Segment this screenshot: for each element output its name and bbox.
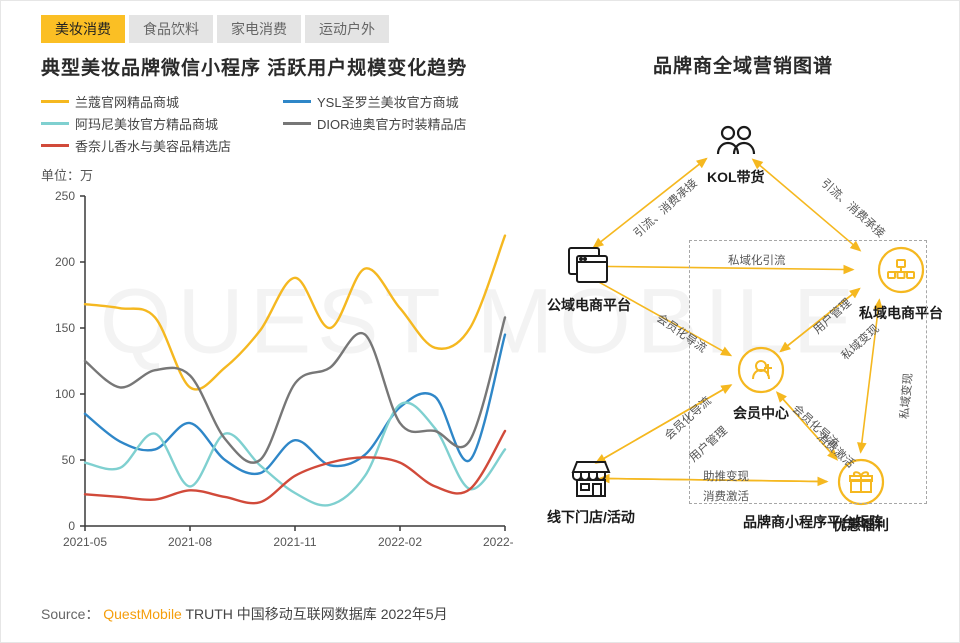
edge-label: 私域化引流 — [728, 252, 786, 268]
chart-title: 典型美妆品牌微信小程序 活跃用户规模变化趋势 — [41, 53, 515, 80]
node-public: 公域电商平台 — [547, 246, 631, 315]
chart-legend: 兰蔻官网精品商城 YSL圣罗兰美妆官方商城阿玛尼美妆官方精品商城 DIOR迪奥官方时… — [41, 92, 515, 155]
svg-text:2022-05: 2022-05 — [483, 535, 513, 549]
legend-swatch — [283, 100, 311, 103]
edge-label: 引流、消费承接 — [818, 175, 889, 241]
svg-text:150: 150 — [55, 321, 75, 335]
diagram-title: 品牌商全域营销图谱 — [553, 51, 933, 78]
edge-label: 消费激活 — [703, 488, 749, 504]
node-label: 公域电商平台 — [547, 295, 631, 315]
source-rest: TRUTH 中国移动互联网数据库 2022年5月 — [185, 606, 447, 622]
people-icon — [707, 120, 765, 163]
edge-label: 引流、消费承接 — [630, 175, 701, 241]
node-kol: KOL带货 — [707, 120, 765, 187]
source-brand: QuestMobile — [103, 606, 182, 622]
tab-美妆消费[interactable]: 美妆消费 — [41, 15, 125, 43]
edge-label: 助推变现 — [703, 468, 749, 484]
legend-item: 兰蔻官网精品商城 — [41, 92, 273, 111]
svg-text:2022-02: 2022-02 — [378, 535, 422, 549]
unit-label: 单位：万 — [41, 165, 515, 184]
svg-text:2021-11: 2021-11 — [273, 535, 316, 549]
legend-item: YSL圣罗兰美妆官方商城 — [283, 92, 515, 111]
source-line: Source： QuestMobile TRUTH 中国移动互联网数据库 202… — [41, 604, 448, 624]
category-tabs: 美妆消费食品饮料家电消费运动户外 — [41, 15, 389, 43]
line-chart: 0 50 100 150 200 250 2021-05 2021-08 2021-11 2022… — [41, 190, 515, 565]
legend-item: DIOR迪奥官方时装精品店 — [283, 114, 515, 133]
node-label: 线下门店/活动 — [547, 507, 635, 527]
legend-label: DIOR迪奥官方时装精品店 — [317, 114, 467, 133]
svg-text:2021-05: 2021-05 — [63, 535, 107, 549]
windows-icon — [547, 246, 631, 291]
legend-swatch — [41, 100, 69, 103]
right-panel: 品牌商全域营销图谱 KOL带货 公域电商平台 私域电商平台 会员中心 线下门店/… — [553, 51, 933, 548]
legend-label: 香奈儿香水与美容品精选店 — [75, 136, 231, 155]
node-offline: 线下门店/活动 — [547, 458, 635, 527]
svg-text:200: 200 — [55, 255, 75, 269]
legend-item: 香奈儿香水与美容品精选店 — [41, 136, 273, 155]
source-prefix: Source： — [41, 606, 99, 622]
legend-label: 兰蔻官网精品商城 — [75, 92, 179, 111]
svg-text:250: 250 — [55, 190, 75, 203]
legend-label: YSL圣罗兰美妆官方商城 — [317, 92, 459, 111]
legend-swatch — [41, 144, 69, 147]
tab-食品饮料[interactable]: 食品饮料 — [129, 15, 213, 43]
left-panel: 典型美妆品牌微信小程序 活跃用户规模变化趋势 兰蔻官网精品商城 YSL圣罗兰美妆官… — [41, 53, 515, 565]
legend-item: 阿玛尼美妆官方精品商城 — [41, 114, 273, 133]
legend-label: 阿玛尼美妆官方精品商城 — [75, 114, 218, 133]
legend-swatch — [41, 122, 69, 125]
legend-swatch — [283, 122, 311, 125]
svg-text:100: 100 — [55, 387, 75, 401]
node-label: KOL带货 — [707, 167, 765, 187]
marketing-diagram: KOL带货 公域电商平台 私域电商平台 会员中心 线下门店/活动 优惠福利品牌商… — [553, 78, 933, 548]
svg-text:0: 0 — [68, 519, 75, 533]
matrix-label: 品牌商小程序平台矩阵 — [743, 512, 883, 532]
svg-text:2021-08: 2021-08 — [168, 535, 212, 549]
tab-运动户外[interactable]: 运动户外 — [305, 15, 389, 43]
svg-text:50: 50 — [62, 453, 76, 467]
matrix-box — [689, 240, 927, 504]
tab-家电消费[interactable]: 家电消费 — [217, 15, 301, 43]
store-icon — [547, 458, 635, 503]
